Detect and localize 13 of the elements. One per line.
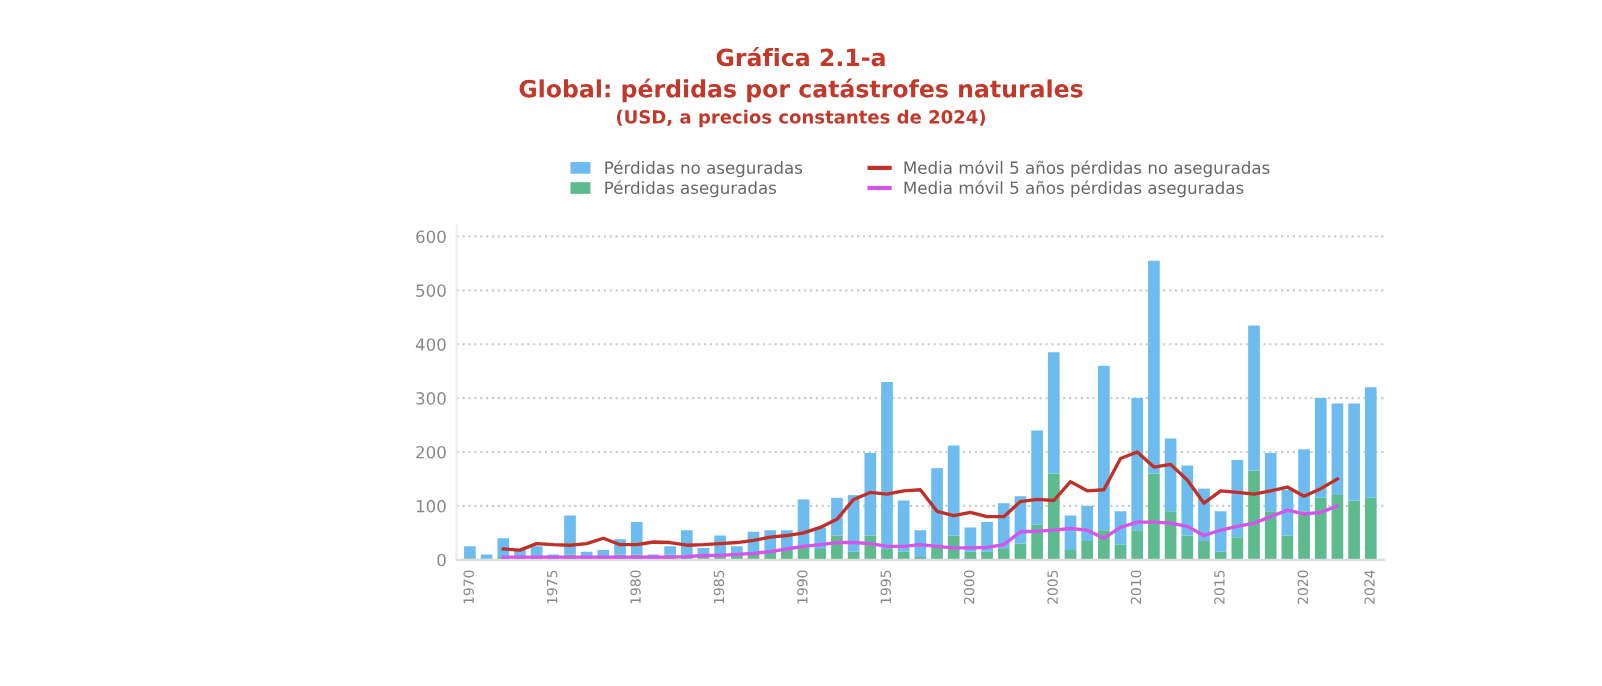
y-tick-label: 100 <box>416 499 446 513</box>
y-tick-label: 200 <box>416 445 446 459</box>
legend-label: Media móvil 5 años pérdidas no aseguradas <box>904 160 1270 178</box>
legend-label: Media móvil 5 años pérdidas aseguradas <box>904 180 1244 198</box>
chart-title: Gráfica 2.1-a Global: pérdidas por catástrofes naturales <box>519 47 1083 103</box>
legend-label: Pérdidas aseguradas <box>605 180 777 198</box>
chart-subtitle: (USD, a precios constantes de 2024) <box>616 109 986 128</box>
y-tick-label: 400 <box>415 338 446 351</box>
legend-label: Pérdidas no aseguradas <box>605 160 803 178</box>
y-tick-label: 0 <box>437 553 446 567</box>
y-tick-label: 600 <box>416 230 446 244</box>
y-tick-label: 300 <box>416 392 446 405</box>
y-tick-label: 500 <box>416 284 446 297</box>
